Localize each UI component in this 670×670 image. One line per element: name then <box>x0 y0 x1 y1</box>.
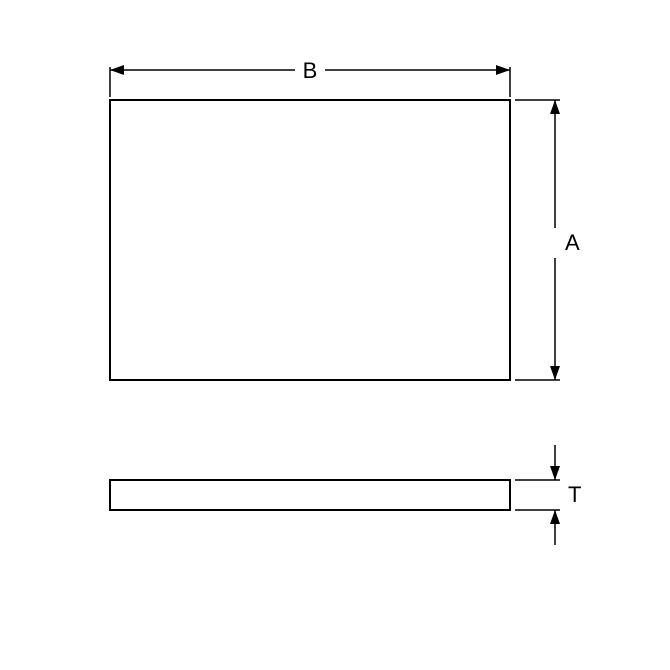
dimensioned-shim-diagram: B A T <box>0 0 670 670</box>
dimension-A: A <box>515 100 580 380</box>
top-view <box>110 100 510 380</box>
dimension-B-label: B <box>303 58 318 83</box>
dimension-T: T <box>515 445 581 545</box>
dimension-B: B <box>110 58 510 97</box>
dimension-A-label: A <box>565 230 580 255</box>
dimension-T-label: T <box>568 482 581 507</box>
side-view <box>110 480 510 510</box>
